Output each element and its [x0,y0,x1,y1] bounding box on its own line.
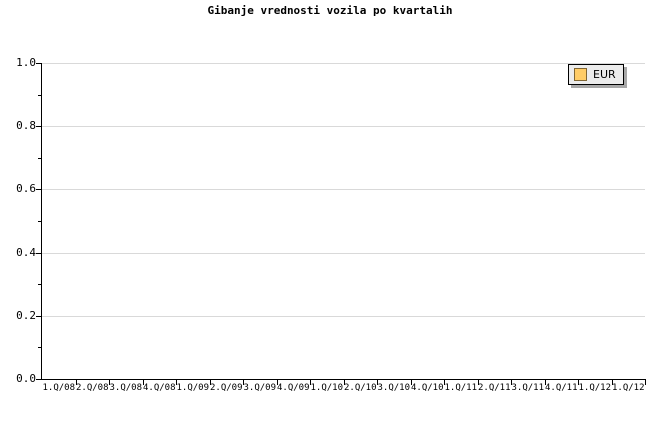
y-axis-tick-major [36,253,42,254]
x-axis-tick [411,379,412,385]
x-axis-tick-label: 4.Q/10 [410,383,444,393]
y-axis-tick-major [36,379,42,380]
x-axis-tick-label: 4.Q/09 [276,383,310,393]
x-axis-tick-label: 4.Q/08 [142,383,176,393]
x-axis-tick-label: 2.Q/10 [343,383,377,393]
x-axis-tick-label: 4.Q/11 [544,383,578,393]
x-axis-tick [143,379,144,385]
y-axis-tick-major [36,189,42,190]
x-axis-tick-label: 3.Q/08 [109,383,142,393]
plot-area [42,63,645,380]
x-axis-tick-label: 2.Q/11 [477,383,511,393]
x-axis-tick [444,379,445,385]
gridline [42,316,645,317]
x-axis-tick-label: 1.Q/08 [42,383,75,393]
x-axis-labels: 1.Q/08 2.Q/08 3.Q/08 4.Q/08 1.Q/09 2.Q/09 3.Q/… [42,383,645,399]
x-axis-tick [76,379,77,385]
x-axis-tick [545,379,546,385]
y-axis-tick-label: 0.8 [16,119,36,132]
x-axis-tick [344,379,345,385]
y-axis-tick-label: 0.6 [16,182,36,195]
x-axis-tick [478,379,479,385]
y-axis-tick-major [36,316,42,317]
gridline [42,126,645,127]
x-axis-tick [243,379,244,385]
x-axis-tick-label: 3.Q/09 [243,383,276,393]
x-axis-tick-label: 3.Q/10 [377,383,410,393]
x-axis-tick-label: 1.Q/09 [176,383,209,393]
x-axis-tick [210,379,211,385]
x-axis-tick [612,379,613,385]
chart-title: Gibanje vrednosti vozila po kvartalih [207,4,453,17]
x-axis-tick-label: 1.Q/12 [578,383,611,393]
y-axis-tick-minor [38,95,42,96]
x-axis-tick [645,379,646,385]
x-axis-tick-label: 2.Q/09 [209,383,243,393]
y-axis-tick-label: 0.4 [16,246,36,259]
y-axis-tick-minor [38,284,42,285]
legend-swatch-icon [574,68,587,81]
y-axis-tick-minor [38,221,42,222]
x-axis-tick-label: 1.Q/11 [444,383,477,393]
x-axis-tick [511,379,512,385]
x-axis-tick [310,379,311,385]
x-axis-tick [377,379,378,385]
x-axis-tick-label: 3.Q/11 [511,383,544,393]
gridline [42,63,645,64]
x-axis-tick-label: 1.Q/10 [310,383,343,393]
y-axis-tick-label: 0.0 [16,372,36,385]
x-axis-tick-label: 1.Q/12 [611,383,645,393]
x-axis-tick [176,379,177,385]
x-axis-tick [109,379,110,385]
x-axis-tick [277,379,278,385]
y-axis-tick-major [36,63,42,64]
x-axis-line [41,379,645,380]
plot-area-frame [36,63,646,385]
gridline [42,253,645,254]
chart-legend[interactable]: EUR [568,64,624,85]
x-axis-tick [578,379,579,385]
y-axis-tick-minor [38,158,42,159]
y-axis-labels: 0.0 0.2 0.4 0.6 0.8 1.0 [0,56,36,385]
y-axis-tick-label: 1.0 [16,56,36,69]
legend-item-label: EUR [593,68,616,81]
x-axis-tick-label: 2.Q/08 [75,383,109,393]
gridline [42,189,645,190]
y-axis-tick-minor [38,347,42,348]
y-axis-tick-major [36,126,42,127]
y-axis-tick-label: 0.2 [16,309,36,322]
